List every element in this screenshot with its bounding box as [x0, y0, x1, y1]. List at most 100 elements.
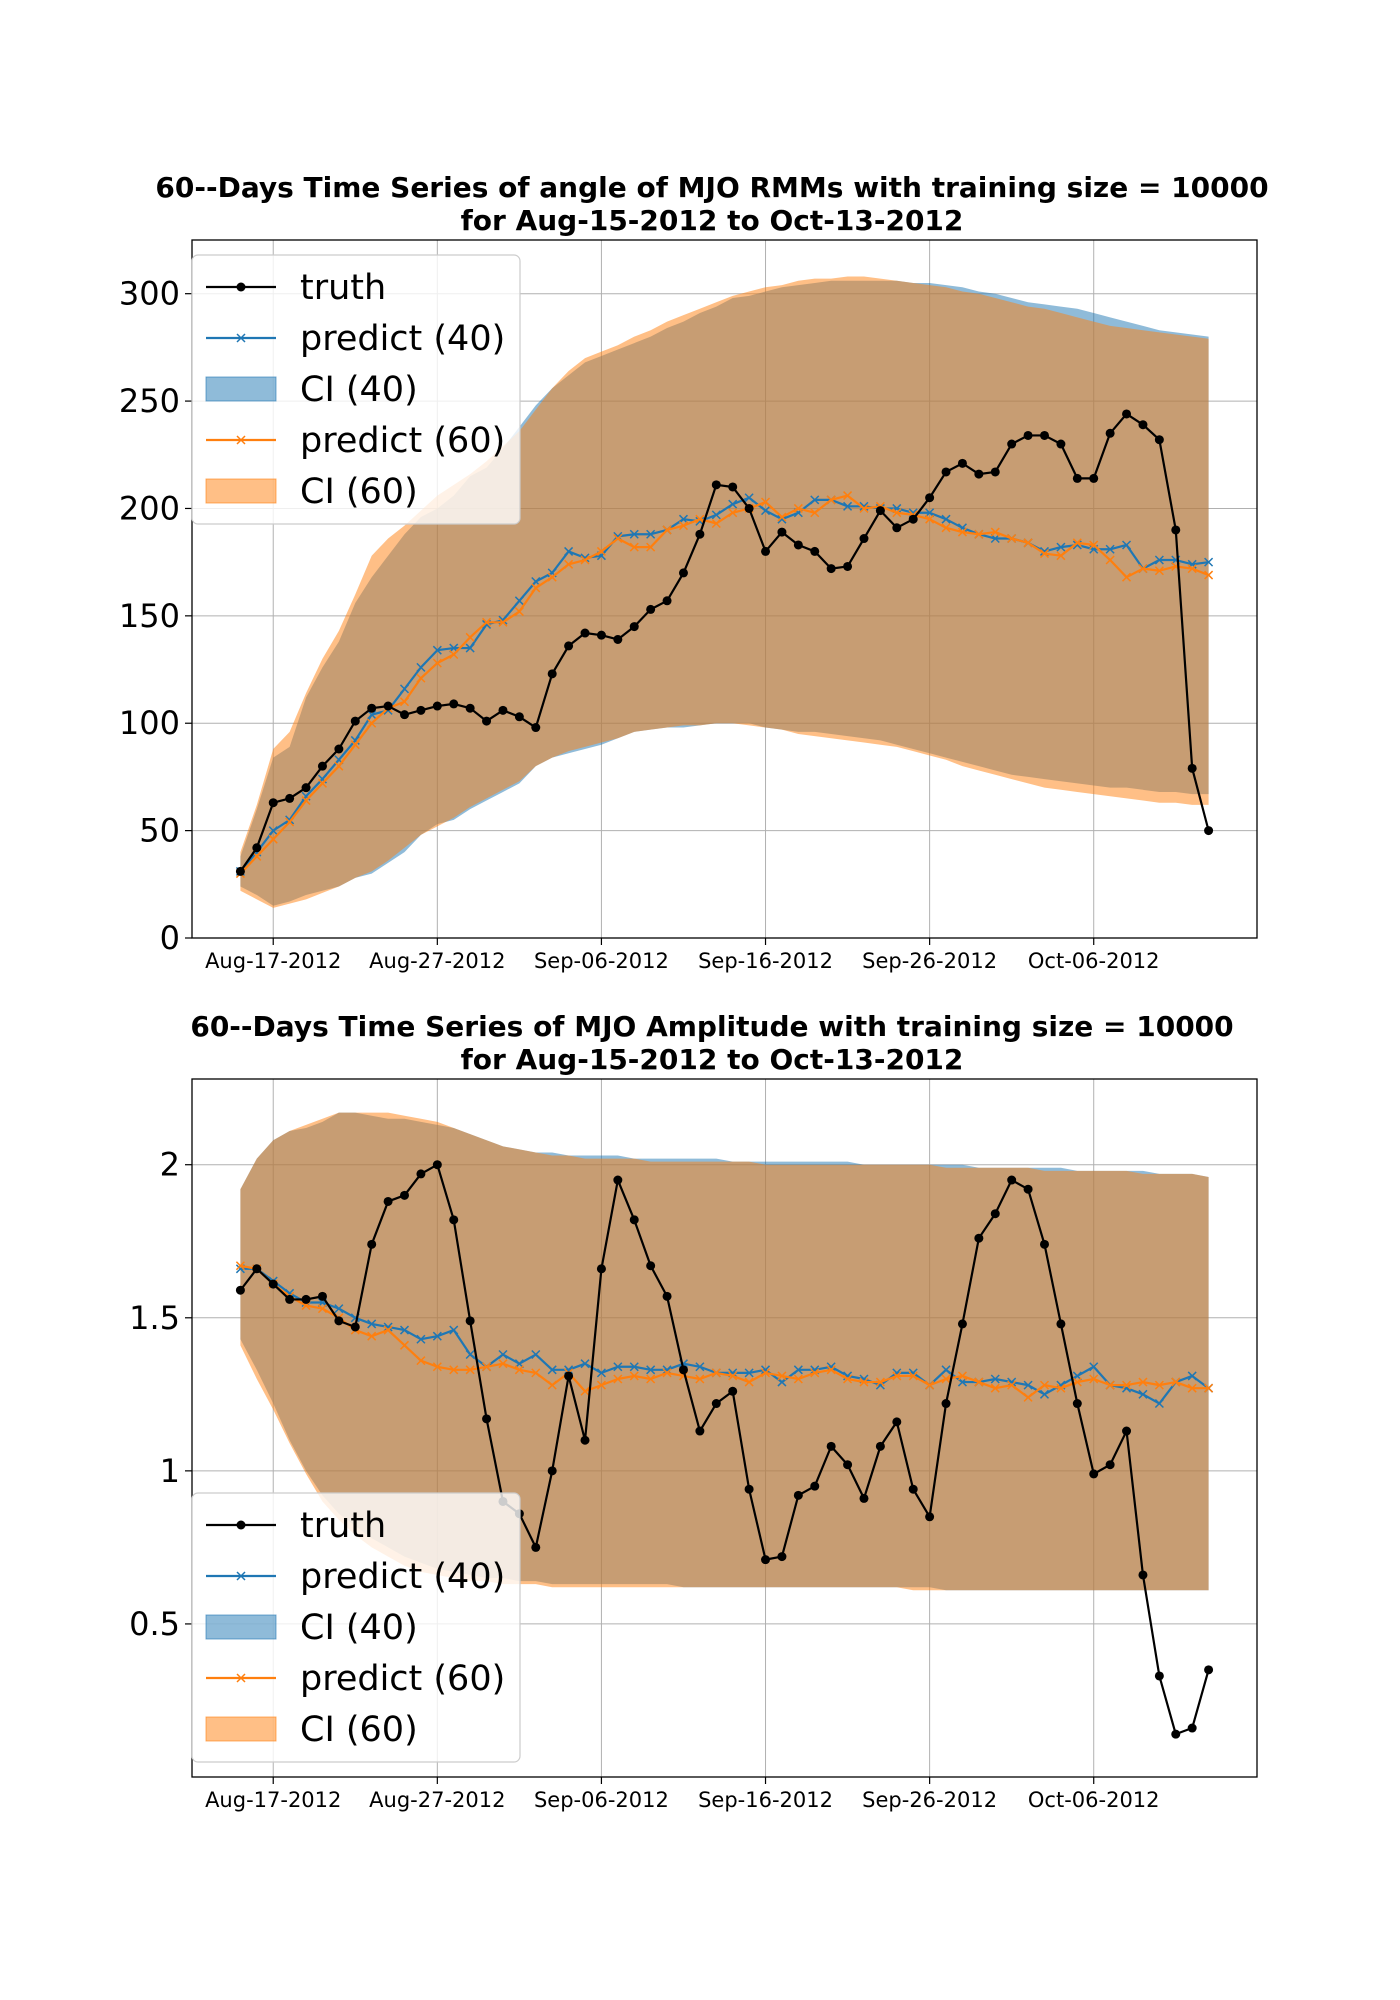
truth-point [1089, 473, 1099, 483]
x-tick-label: Oct-06-2012 [1028, 1788, 1160, 1812]
predict-60-point [1187, 1383, 1197, 1393]
predict-60-point [728, 1371, 738, 1381]
x-marker-stroke [1089, 1362, 1099, 1372]
ci-60-band [240, 276, 1209, 908]
predict-60-point [1072, 538, 1082, 548]
predict-40-point [711, 510, 721, 520]
x-marker-stroke [744, 1368, 754, 1378]
x-marker-stroke [432, 1362, 442, 1372]
x-marker-stroke [1023, 1392, 1033, 1402]
predict-40-point [1187, 1371, 1197, 1381]
predict-60-point [678, 521, 689, 531]
predict-60-point [826, 1365, 836, 1375]
truth-point [843, 1460, 853, 1470]
x-marker-stroke [1138, 1377, 1148, 1387]
predict-40-point [646, 1365, 656, 1375]
x-marker-stroke [662, 1368, 672, 1378]
truth-point [1007, 1175, 1017, 1185]
predict-60-point [990, 1383, 1000, 1393]
x-marker-stroke [957, 527, 967, 537]
x-axis-ticks: Aug-17-2012 Aug-27-2012 Sep-06-2012 Sep-16-… [205, 938, 1160, 973]
predict-60-point [957, 527, 967, 537]
x-marker-stroke [613, 1374, 623, 1384]
legend-marker [236, 1520, 246, 1530]
x-marker-stroke [1089, 1374, 1099, 1384]
truth-point [1023, 1184, 1033, 1194]
x-marker-stroke [1072, 538, 1082, 548]
x-marker-stroke [1187, 1371, 1197, 1381]
truth-point [1154, 435, 1164, 445]
x-marker-stroke [301, 796, 311, 806]
x-marker-stroke [1039, 546, 1050, 556]
x-marker-stroke [908, 1371, 918, 1381]
legend-ci-60: CI (60) [205, 472, 418, 512]
predict-40-point [1023, 1380, 1033, 1390]
truth-point [990, 467, 1000, 477]
legend-ci-60: CI (60) [205, 1710, 418, 1750]
x-marker-stroke [613, 533, 623, 544]
predict-60-point [531, 583, 541, 593]
predict-60-point [760, 497, 771, 507]
x-marker-stroke [629, 542, 639, 552]
x-marker-stroke [613, 531, 623, 541]
x-marker-stroke [793, 503, 803, 513]
predict-60-point [1105, 555, 1115, 565]
truth-point [235, 866, 245, 876]
truth-point [416, 705, 426, 715]
truth-point [957, 458, 967, 468]
truth-point [646, 1261, 656, 1271]
truth-point [350, 1322, 360, 1332]
predict-60-point [564, 559, 574, 569]
truth-point [268, 798, 278, 808]
truth-point [317, 761, 327, 771]
truth-point [285, 1294, 295, 1304]
truth-point [859, 1493, 869, 1503]
truth-point [1171, 1729, 1181, 1739]
chart-subtitle: for Aug-15-2012 to Oct-13-2012 [461, 204, 964, 237]
x-marker-stroke [843, 1374, 853, 1384]
truth-point [400, 1190, 410, 1200]
predict-60-point [1154, 1380, 1164, 1390]
x-marker-stroke [580, 1359, 590, 1369]
series-lines [235, 409, 1214, 879]
legend-swatch [205, 1614, 277, 1640]
x-marker-stroke [629, 529, 639, 539]
x-marker-stroke [531, 1368, 541, 1378]
x-marker-stroke [465, 1349, 475, 1360]
x-marker-stroke [843, 491, 853, 501]
x-marker-stroke [547, 1365, 557, 1375]
predict-60-point [1023, 1392, 1033, 1402]
predict-60-point [1138, 1377, 1148, 1387]
predict-60-point [465, 632, 475, 642]
predict-40-point [744, 493, 754, 503]
predict-60-point [777, 512, 787, 522]
truth-point [367, 1239, 377, 1249]
truth-point [465, 703, 475, 713]
truth-point [892, 1417, 902, 1427]
x-marker-stroke [974, 529, 984, 539]
x-marker-stroke [892, 1371, 902, 1381]
legend-truth: truth [206, 1506, 386, 1546]
predict-60-point [892, 1371, 902, 1381]
truth-point [482, 1414, 492, 1424]
x-marker-stroke [399, 1325, 410, 1335]
predict-40-line [240, 1267, 1210, 1405]
x-marker-stroke [990, 527, 1000, 537]
predict-40-point [744, 1368, 754, 1378]
truth-point [564, 1371, 574, 1381]
x-marker-stroke [1122, 572, 1132, 582]
truth-point [892, 523, 902, 533]
truth-point [235, 1285, 245, 1295]
predict-60-point [826, 495, 836, 505]
x-tick-label: Aug-27-2012 [369, 1788, 505, 1812]
predict-40-point [1154, 1398, 1164, 1409]
truth-point [1089, 1469, 1099, 1479]
predict-60-point [613, 1374, 623, 1384]
truth-point [498, 705, 508, 715]
predict-40-point [990, 1374, 1000, 1384]
x-marker-stroke [1105, 555, 1115, 565]
predict-60-point [1007, 533, 1017, 544]
predict-60-point [580, 1386, 590, 1396]
amplitude-chart: 60--Days Time Series of MJO Amplitude wi… [129, 1010, 1258, 1812]
x-marker-stroke [596, 546, 606, 556]
